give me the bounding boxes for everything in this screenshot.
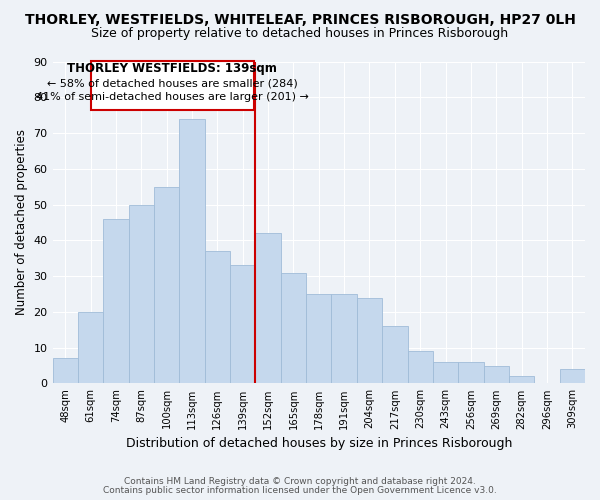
Bar xyxy=(331,294,357,384)
Bar xyxy=(509,376,534,384)
Text: 41% of semi-detached houses are larger (201) →: 41% of semi-detached houses are larger (… xyxy=(36,92,309,102)
Text: Contains HM Land Registry data © Crown copyright and database right 2024.: Contains HM Land Registry data © Crown c… xyxy=(124,477,476,486)
Bar xyxy=(103,219,128,384)
Bar xyxy=(179,118,205,384)
Bar xyxy=(53,358,78,384)
Bar xyxy=(256,233,281,384)
Text: Contains public sector information licensed under the Open Government Licence v3: Contains public sector information licen… xyxy=(103,486,497,495)
Text: THORLEY WESTFIELDS: 139sqm: THORLEY WESTFIELDS: 139sqm xyxy=(67,62,277,75)
Bar xyxy=(357,298,382,384)
Text: Size of property relative to detached houses in Princes Risborough: Size of property relative to detached ho… xyxy=(91,28,509,40)
Bar xyxy=(560,369,585,384)
Text: THORLEY, WESTFIELDS, WHITELEAF, PRINCES RISBOROUGH, HP27 0LH: THORLEY, WESTFIELDS, WHITELEAF, PRINCES … xyxy=(25,12,575,26)
Bar xyxy=(458,362,484,384)
Bar xyxy=(484,366,509,384)
Bar xyxy=(154,186,179,384)
Bar xyxy=(78,312,103,384)
Bar xyxy=(407,351,433,384)
Text: ← 58% of detached houses are smaller (284): ← 58% of detached houses are smaller (28… xyxy=(47,78,298,88)
Bar xyxy=(306,294,331,384)
Bar xyxy=(205,251,230,384)
Bar xyxy=(128,204,154,384)
Bar xyxy=(433,362,458,384)
Y-axis label: Number of detached properties: Number of detached properties xyxy=(15,130,28,316)
Bar xyxy=(382,326,407,384)
Bar xyxy=(91,62,254,110)
Bar xyxy=(281,272,306,384)
X-axis label: Distribution of detached houses by size in Princes Risborough: Distribution of detached houses by size … xyxy=(125,437,512,450)
Bar xyxy=(230,266,256,384)
